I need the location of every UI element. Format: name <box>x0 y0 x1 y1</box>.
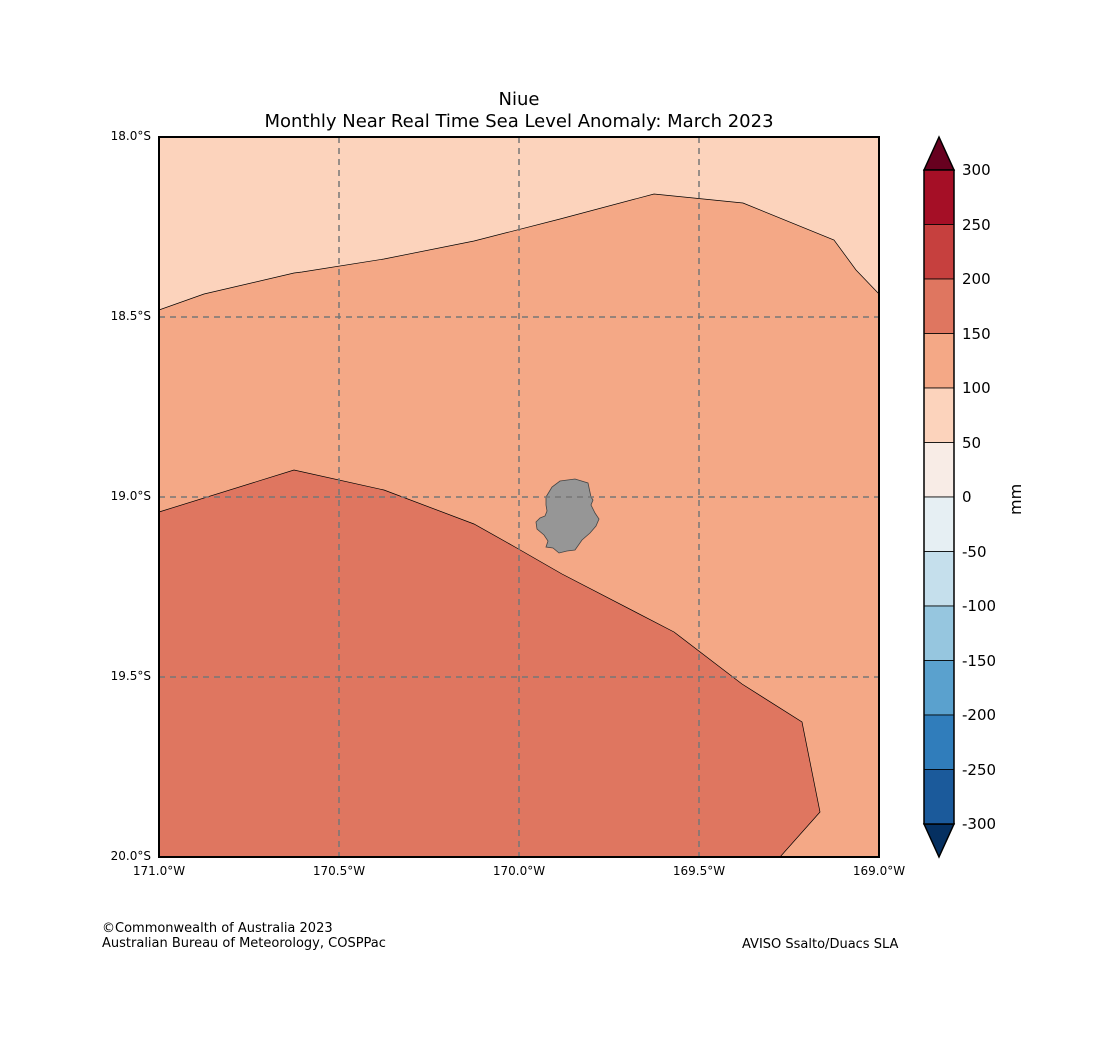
colorbar-bin <box>923 333 955 389</box>
x-tick-label: 169.0°W <box>852 864 906 878</box>
colorbar-bin <box>923 442 955 498</box>
colorbar-tick-label: -200 <box>962 706 997 724</box>
colorbar-tick-label: 200 <box>962 270 991 288</box>
colorbar-tick-label: -250 <box>962 760 997 779</box>
x-tick-label: 170.5°W <box>312 864 366 878</box>
chart-title: Niue <box>498 89 540 110</box>
colorbar-tick-label: -50 <box>962 542 987 561</box>
colorbar-tick-label: -100 <box>962 597 997 615</box>
colorbar-tick-label: 100 <box>962 379 991 397</box>
colorbar-tick-label: 0 <box>962 488 972 506</box>
colorbar-bin <box>923 387 955 443</box>
colorbar-bin <box>923 714 955 770</box>
source-text: AVISO Ssalto/Duacs SLA <box>742 937 899 952</box>
y-tick-label: 19.0°S <box>110 489 151 503</box>
colorbar-tick-label: 150 <box>962 324 991 343</box>
colorbar-bin <box>923 224 955 280</box>
colorbar <box>922 135 956 859</box>
y-tick-label: 18.0°S <box>110 129 151 143</box>
y-tick-label: 18.5°S <box>110 309 151 323</box>
x-tick-label: 169.5°W <box>672 864 726 878</box>
colorbar-bin <box>923 660 955 716</box>
colorbar-bin <box>923 605 955 661</box>
copyright-text: ©Commonwealth of Australia 2023 <box>102 921 333 936</box>
colorbar-tick-label: -300 <box>962 815 997 833</box>
colorbar-under-triangle <box>922 823 956 859</box>
y-tick-label: 19.5°S <box>110 669 151 683</box>
colorbar-bin <box>923 278 955 334</box>
colorbar-bin <box>923 496 955 552</box>
niue-island <box>535 478 600 554</box>
colorbar-tick-label: 50 <box>962 433 982 452</box>
agency-text: Australian Bureau of Meteorology, COSPPa… <box>102 936 386 951</box>
x-tick-label: 170.0°W <box>492 864 546 878</box>
colorbar-bin <box>923 769 955 825</box>
y-tick-label: 20.0°S <box>110 849 151 863</box>
x-tick-label: 171.0°W <box>132 864 186 878</box>
colorbar-bin <box>923 551 955 607</box>
colorbar-frame <box>923 169 955 825</box>
plot-frame <box>158 136 880 858</box>
colorbar-tick-label: -150 <box>962 651 997 670</box>
colorbar-tick-label: 250 <box>962 215 991 234</box>
colorbar-bin <box>923 169 955 225</box>
region-50-100 <box>158 136 880 311</box>
colorbar-tick-label: 300 <box>962 161 991 179</box>
gridlines <box>159 137 879 857</box>
colorbar-over-triangle <box>922 135 956 171</box>
chart-subtitle: Monthly Near Real Time Sea Level Anomaly… <box>264 111 774 132</box>
colorbar-label: mm <box>1006 483 1025 515</box>
